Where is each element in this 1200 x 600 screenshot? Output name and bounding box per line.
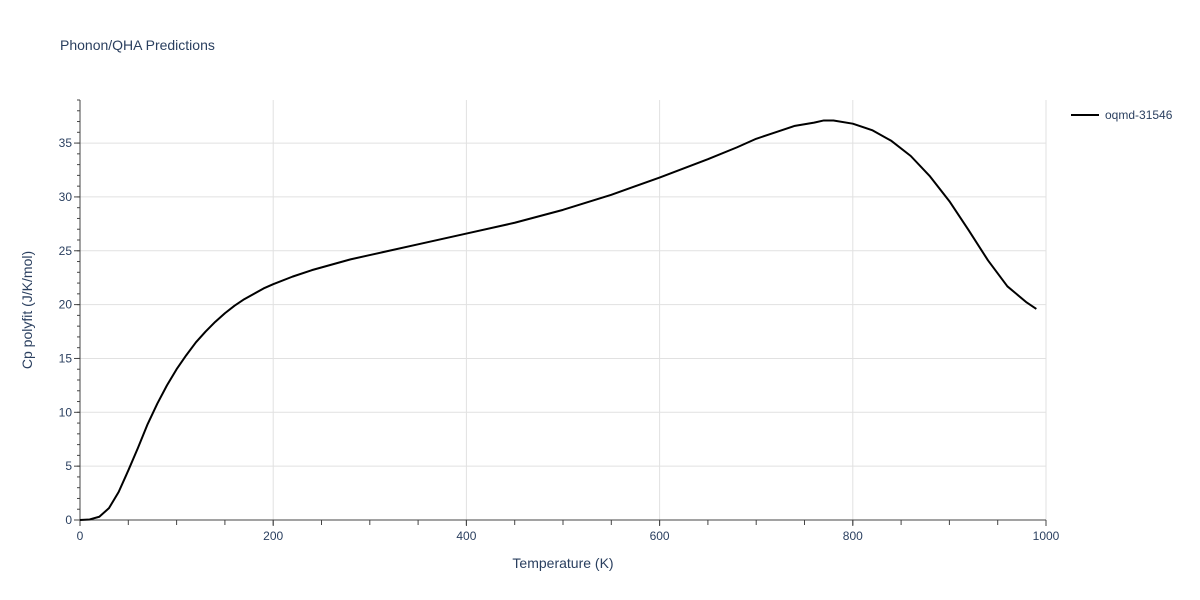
- y-tick-label: 25: [59, 244, 73, 258]
- x-tick-label: 800: [843, 529, 863, 543]
- y-tick-label: 0: [65, 513, 72, 527]
- x-tick-label: 600: [650, 529, 670, 543]
- legend[interactable]: oqmd-31546: [1071, 108, 1173, 122]
- series-line-oqmd-31546: [79, 119, 1037, 521]
- y-tick-label: 20: [59, 298, 73, 312]
- y-tick-label: 5: [65, 459, 72, 473]
- y-axis-title: Cp polyfit (J/K/mol): [19, 251, 35, 369]
- legend-item[interactable]: oqmd-31546: [1071, 108, 1173, 122]
- y-tick-label: 10: [59, 405, 73, 419]
- series-layer: [79, 119, 1037, 521]
- x-tick-label: 200: [263, 529, 283, 543]
- y-tick-label: 30: [59, 190, 73, 204]
- y-tick-label: 35: [59, 136, 73, 150]
- x-tick-label: 400: [456, 529, 476, 543]
- chart-title: Phonon/QHA Predictions: [60, 37, 215, 53]
- x-tick-label: 0: [77, 529, 84, 543]
- legend-label: oqmd-31546: [1105, 108, 1173, 122]
- y-tick-label: 15: [59, 351, 73, 365]
- x-axis-title: Temperature (K): [512, 555, 613, 571]
- grid: [80, 100, 1047, 520]
- axes: 0 200 400 600 800 1000 0 5 10 15 20 25 30 35: [59, 99, 1060, 543]
- x-tick-label: 1000: [1033, 529, 1060, 543]
